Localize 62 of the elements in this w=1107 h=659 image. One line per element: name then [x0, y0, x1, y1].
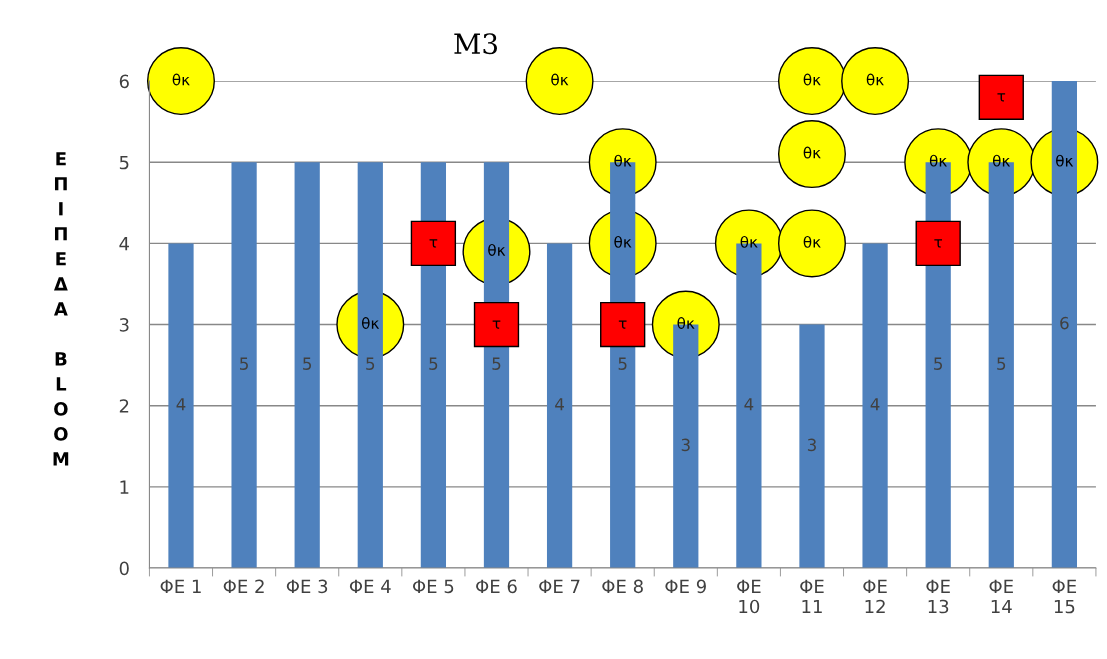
- data-label: 3: [681, 438, 690, 452]
- data-label: 4: [744, 398, 754, 411]
- annotation: θκ: [866, 73, 884, 86]
- annotation: τ: [997, 93, 1006, 102]
- annotation: θκ: [361, 317, 380, 329]
- y-tick-label: 4: [119, 237, 129, 251]
- data-label: 5: [492, 357, 501, 370]
- bar: [546, 243, 573, 569]
- annotation: τ: [429, 239, 438, 248]
- y-tick-label: 6: [119, 74, 129, 89]
- annotation: τ: [618, 320, 627, 329]
- bar: [357, 162, 383, 569]
- data-label: 5: [934, 357, 943, 370]
- annotation: θκ: [551, 73, 569, 86]
- annotation: τ: [934, 239, 943, 248]
- data-label: 6: [1060, 316, 1069, 330]
- annotation: θκ: [803, 146, 821, 159]
- y-tick-label: 2: [119, 399, 129, 413]
- annotation: θκ: [1056, 154, 1074, 167]
- data-label: 4: [176, 398, 186, 411]
- annotation: θκ: [614, 235, 632, 248]
- data-label: 5: [618, 357, 627, 370]
- x-tick-label: ΦΕ 9: [665, 579, 706, 594]
- data-label: 4: [555, 398, 564, 411]
- data-label: 3: [807, 438, 816, 452]
- x-tick-label: ΦΕ 4: [349, 579, 391, 593]
- bar: [168, 243, 194, 569]
- data-label: 5: [429, 357, 438, 370]
- x-tick-label: ΦΕ 7: [539, 579, 580, 593]
- annotation: θκ: [803, 73, 821, 86]
- y-tick-label: 5: [119, 155, 129, 170]
- y-tick-label: 1: [120, 480, 129, 494]
- chart-title: M3: [454, 33, 498, 55]
- annotation: θκ: [803, 235, 821, 248]
- x-tick-label: ΦΕ 10: [737, 579, 761, 614]
- x-tick-label: ΦΕ 14: [989, 579, 1013, 614]
- annotation: θκ: [488, 243, 506, 256]
- x-tick-label: ΦΕ 8: [602, 579, 643, 594]
- data-label: 4: [870, 398, 880, 411]
- bar: [862, 243, 888, 569]
- x-tick-label: ΦΕ 6: [476, 579, 517, 594]
- bar: [231, 162, 257, 569]
- x-tick-label: ΦΕ 13: [926, 579, 950, 614]
- x-tick-label: ΦΕ 1: [160, 579, 201, 593]
- y-tick-label: 0: [119, 561, 129, 576]
- x-tick-label: ΦΕ 2: [223, 579, 264, 593]
- data-label: 5: [303, 357, 312, 370]
- bar: [799, 324, 825, 569]
- y-tick-label: 3: [119, 318, 129, 332]
- annotation: τ: [492, 320, 501, 329]
- annotation: θκ: [172, 73, 190, 86]
- x-tick-label: ΦΕ 3: [286, 579, 328, 594]
- data-label: 5: [997, 357, 1006, 370]
- x-tick-label: ΦΕ 15: [1052, 579, 1077, 614]
- text: ΕΠΙΠΕΔΑ BLOOM: [53, 152, 69, 466]
- x-tick-label: ΦΕ 5: [412, 579, 454, 594]
- data-label: 5: [240, 357, 248, 370]
- bar: [294, 162, 320, 569]
- data-label: 5: [366, 357, 375, 370]
- x-tick-label: ΦΕ 11: [800, 579, 824, 614]
- x-tick-label: ΦΕ 12: [863, 579, 887, 614]
- bar: [1051, 81, 1077, 569]
